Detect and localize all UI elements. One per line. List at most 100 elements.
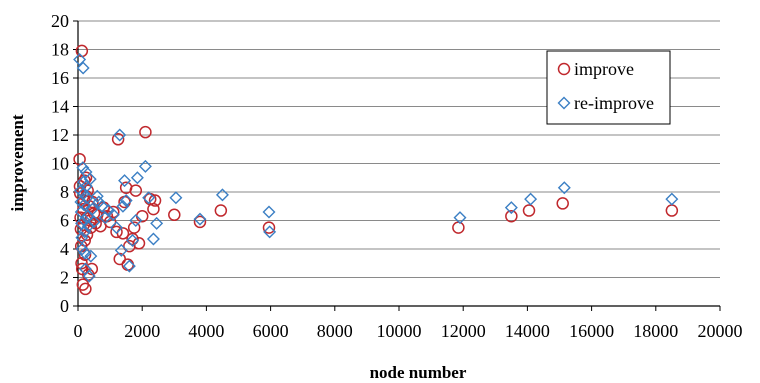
data-point-improve xyxy=(79,282,92,296)
data-point-re-improve xyxy=(76,61,90,75)
data-point-improve xyxy=(132,237,146,250)
data-point-re-improve xyxy=(146,232,160,246)
data-point-re-improve xyxy=(169,191,183,205)
series-re-improve xyxy=(73,52,679,283)
data-point-improve xyxy=(556,197,569,210)
data-point-improve xyxy=(79,171,93,184)
data-point-improve xyxy=(81,184,94,197)
y-tick-label: 14 xyxy=(51,97,69,117)
x-tick-label: 18000 xyxy=(633,321,678,341)
data-point-re-improve xyxy=(83,172,97,186)
data-point-improve xyxy=(107,205,120,219)
data-point-re-improve xyxy=(665,192,679,206)
legend-diamond-marker xyxy=(557,96,571,110)
y-axis-title: improvement xyxy=(8,114,27,211)
data-point-re-improve xyxy=(122,259,136,273)
data-point-re-improve xyxy=(119,194,133,208)
data-point-re-improve xyxy=(80,191,94,205)
data-point-improve xyxy=(665,204,679,217)
data-point-re-improve xyxy=(193,212,207,226)
data-point-improve xyxy=(193,215,207,229)
y-tick-label: 4 xyxy=(60,239,69,259)
data-point-improve xyxy=(505,209,518,223)
data-point-improve xyxy=(85,262,99,276)
y-tick-label: 2 xyxy=(60,268,69,288)
data-point-improve xyxy=(148,194,162,207)
x-axis-title: node number xyxy=(370,363,467,382)
data-point-improve xyxy=(452,221,465,234)
data-point-re-improve xyxy=(138,159,152,173)
data-point-improve xyxy=(522,204,536,217)
data-point-re-improve xyxy=(215,188,229,202)
legend-label-re-improve: re-improve xyxy=(574,93,654,113)
y-tick-label: 10 xyxy=(51,154,69,174)
data-point-improve xyxy=(139,125,152,139)
data-point-re-improve xyxy=(110,221,124,235)
legend-marker-re-improve xyxy=(557,96,571,110)
data-point-re-improve xyxy=(150,216,164,230)
data-point-improve xyxy=(127,221,141,234)
data-point-re-improve xyxy=(263,225,277,239)
x-tick-label: 2000 xyxy=(124,321,160,341)
y-tick-labels: 0 2 4 6 8 10 12 14 16 18 20 xyxy=(51,11,69,316)
gridlines xyxy=(78,20,720,278)
x-tick-label: 8000 xyxy=(317,321,353,341)
y-tick-label: 0 xyxy=(60,296,69,316)
data-point-re-improve xyxy=(90,189,104,203)
data-point-re-improve xyxy=(92,195,106,209)
data-point-improve xyxy=(116,227,130,240)
data-point-improve xyxy=(78,248,92,261)
data-point-improve xyxy=(214,204,228,217)
data-point-improve xyxy=(110,225,123,239)
legend-box xyxy=(546,50,671,125)
y-tick-label: 16 xyxy=(51,68,69,88)
data-point-re-improve xyxy=(129,214,143,227)
y-tick-label: 8 xyxy=(60,182,69,202)
legend-marker-improve xyxy=(557,62,571,76)
data-point-re-improve xyxy=(557,181,571,195)
data-point-re-improve xyxy=(116,199,130,213)
data-point-re-improve xyxy=(87,215,101,229)
x-tick-label: 20000 xyxy=(698,321,743,341)
data-point-re-improve xyxy=(78,246,92,260)
y-tick-label: 20 xyxy=(51,11,69,31)
data-point-re-improve xyxy=(114,243,128,257)
x-tick-label: 12000 xyxy=(441,321,486,341)
data-point-re-improve xyxy=(118,174,132,188)
x-tick-label: 16000 xyxy=(569,321,614,341)
y-tick-label: 18 xyxy=(51,40,69,60)
data-point-improve xyxy=(147,202,160,216)
data-point-re-improve xyxy=(126,233,140,247)
data-point-re-improve xyxy=(82,269,96,283)
data-point-re-improve xyxy=(73,52,87,66)
x-tick-label: 6000 xyxy=(253,321,289,341)
legend-circle-marker xyxy=(557,62,571,76)
data-point-re-improve xyxy=(524,192,538,206)
data-point-improve xyxy=(111,133,125,146)
data-point-re-improve xyxy=(130,171,144,185)
x-tick-label: 14000 xyxy=(505,321,550,341)
x-tick-labels: 0 2000 4000 6000 8000 10000 12000 14000 16000 180… xyxy=(74,321,743,341)
data-point-re-improve xyxy=(504,201,518,215)
data-point-improve xyxy=(129,184,143,197)
data-point-re-improve xyxy=(76,161,90,175)
x-tick-label: 0 xyxy=(74,321,83,341)
data-point-re-improve xyxy=(78,225,92,239)
data-point-re-improve xyxy=(113,128,127,142)
x-tick-label: 10000 xyxy=(377,321,422,341)
data-point-re-improve xyxy=(85,202,99,216)
data-point-re-improve xyxy=(453,211,467,225)
data-point-re-improve xyxy=(142,191,156,205)
data-point-re-improve xyxy=(75,242,89,256)
data-point-improve xyxy=(262,221,276,234)
legend: improve re-improve xyxy=(546,50,671,125)
data-point-re-improve xyxy=(262,205,276,219)
data-point-re-improve xyxy=(95,199,109,213)
y-tick-label: 12 xyxy=(51,125,69,145)
data-point-re-improve xyxy=(84,249,98,263)
data-point-improve xyxy=(75,257,88,270)
data-point-improve xyxy=(168,208,181,222)
legend-label-improve: improve xyxy=(574,59,634,79)
data-point-re-improve xyxy=(106,208,120,222)
